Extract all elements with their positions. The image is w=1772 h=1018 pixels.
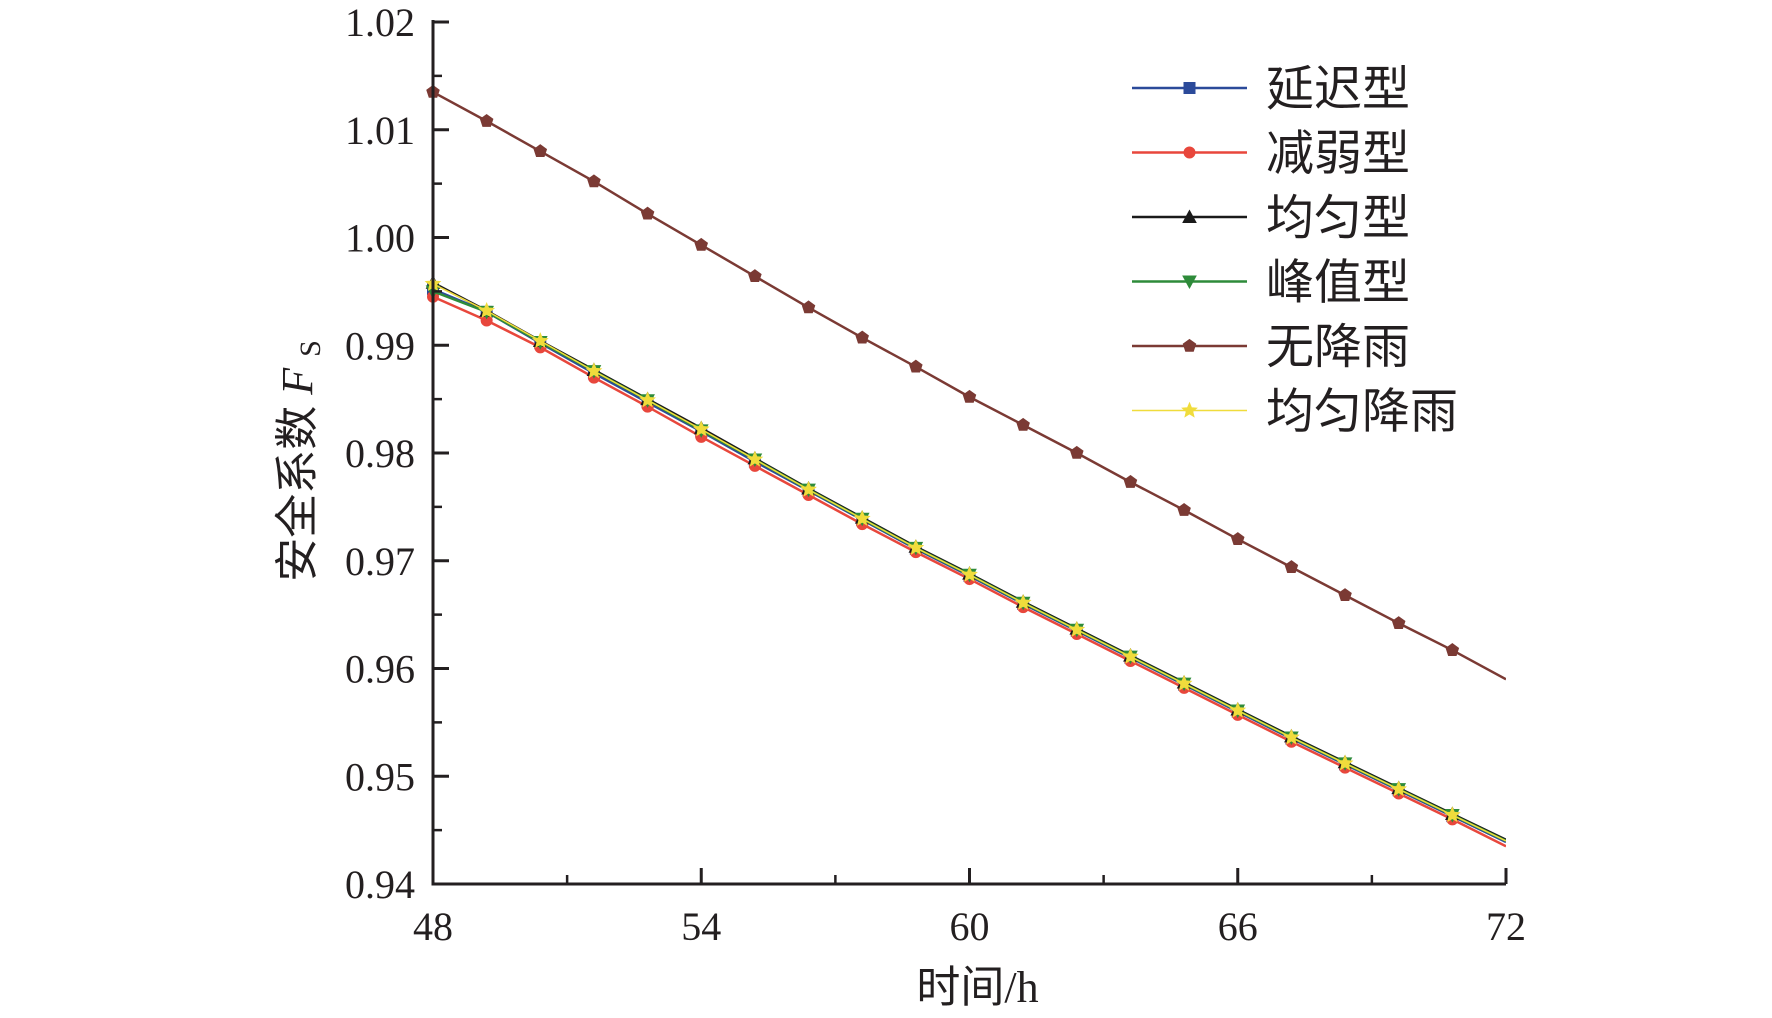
data-point xyxy=(639,391,656,408)
axes: 0.94 0.95 0.96 0.97 0.98 0.99 1.00 1.01 1.02 48 5… xyxy=(345,0,1526,949)
legend-item: 均匀型 xyxy=(1132,192,1410,245)
y-axis-title-symbol: F xyxy=(273,367,322,396)
data-point xyxy=(1445,643,1460,656)
legend-swatch-marker xyxy=(1181,401,1198,418)
legend-label: 无降雨 xyxy=(1266,321,1410,374)
y-axis-title: 安全系数 F S xyxy=(273,340,327,582)
data-point xyxy=(907,539,925,555)
data-point xyxy=(533,144,548,158)
series-5 xyxy=(426,84,1506,681)
legend-label: 延迟型 xyxy=(1266,63,1410,116)
y-tick-label: 0.95 xyxy=(345,754,415,799)
data-point xyxy=(746,450,764,467)
data-point xyxy=(1068,620,1086,637)
x-tick-label: 66 xyxy=(1218,904,1258,949)
data-point xyxy=(800,480,817,497)
data-point xyxy=(961,565,978,582)
data-point xyxy=(1338,588,1352,601)
data-point xyxy=(531,332,549,349)
data-point xyxy=(855,330,869,344)
series-6 xyxy=(424,275,1506,842)
data-point xyxy=(962,389,977,403)
legend-swatch-marker xyxy=(1182,209,1197,223)
x-axis-ticks: 48 54 60 66 72 xyxy=(413,868,1526,949)
data-point xyxy=(478,301,496,318)
legend-swatch-marker xyxy=(1182,338,1197,352)
data-point xyxy=(1230,532,1245,545)
legend-swatch-marker xyxy=(1182,275,1197,290)
data-point xyxy=(479,114,494,127)
legend-label: 均匀型 xyxy=(1266,192,1410,245)
data-point xyxy=(694,237,709,251)
legend-swatch-marker xyxy=(1183,146,1196,159)
y-tick-label: 1.02 xyxy=(345,0,415,45)
legend-item: 减弱型 xyxy=(1132,128,1410,181)
data-point xyxy=(1229,701,1247,718)
x-tick-label: 54 xyxy=(681,904,721,949)
data-point xyxy=(692,420,710,437)
data-point xyxy=(1123,474,1138,488)
data-point xyxy=(1284,560,1299,573)
data-point xyxy=(1336,754,1354,771)
legend-item: 峰值型 xyxy=(1132,257,1410,310)
data-point xyxy=(1177,502,1191,516)
data-point xyxy=(1391,616,1406,629)
data-point xyxy=(1122,647,1139,664)
x-axis-title: 时间/h xyxy=(916,963,1038,1012)
x-tick-label: 60 xyxy=(950,904,990,949)
legend-item: 延迟型 xyxy=(1132,63,1410,116)
data-point xyxy=(585,362,603,379)
y-tick-label: 0.97 xyxy=(345,539,415,584)
data-point xyxy=(801,300,816,314)
x-tick-label: 48 xyxy=(413,904,453,949)
legend-label: 峰值型 xyxy=(1266,257,1410,310)
data-point xyxy=(1443,806,1461,823)
x-tick-label: 72 xyxy=(1486,904,1526,949)
legend-item: 无降雨 xyxy=(1132,321,1410,374)
y-tick-label: 0.94 xyxy=(345,862,415,907)
data-point xyxy=(748,269,762,283)
data-point xyxy=(1014,593,1032,610)
y-tick-label: 0.96 xyxy=(345,647,415,692)
legend-label: 均匀降雨 xyxy=(1266,386,1458,439)
y-tick-label: 0.98 xyxy=(345,431,415,476)
data-point xyxy=(909,359,923,373)
data-point xyxy=(1390,780,1408,797)
data-point xyxy=(1016,417,1030,431)
y-axis-title-subscript: S xyxy=(294,340,327,357)
legend-label: 减弱型 xyxy=(1266,128,1410,181)
legend-swatch-marker xyxy=(1183,82,1196,94)
data-point xyxy=(1283,728,1300,745)
y-axis-ticks: 0.94 0.95 0.96 0.97 0.98 0.99 1.00 1.01 1.02 xyxy=(345,0,449,907)
data-point xyxy=(640,206,655,220)
plot-area xyxy=(424,84,1506,848)
y-tick-label: 1.00 xyxy=(345,216,415,261)
data-point xyxy=(1175,674,1193,691)
y-tick-label: 1.01 xyxy=(345,108,415,153)
legend-item: 均匀降雨 xyxy=(1132,386,1458,439)
data-point xyxy=(1070,445,1084,459)
data-point xyxy=(587,174,601,188)
y-axis-title-main: 安全系数 xyxy=(273,406,322,582)
data-point xyxy=(853,509,871,526)
y-tick-label: 0.99 xyxy=(345,323,415,368)
